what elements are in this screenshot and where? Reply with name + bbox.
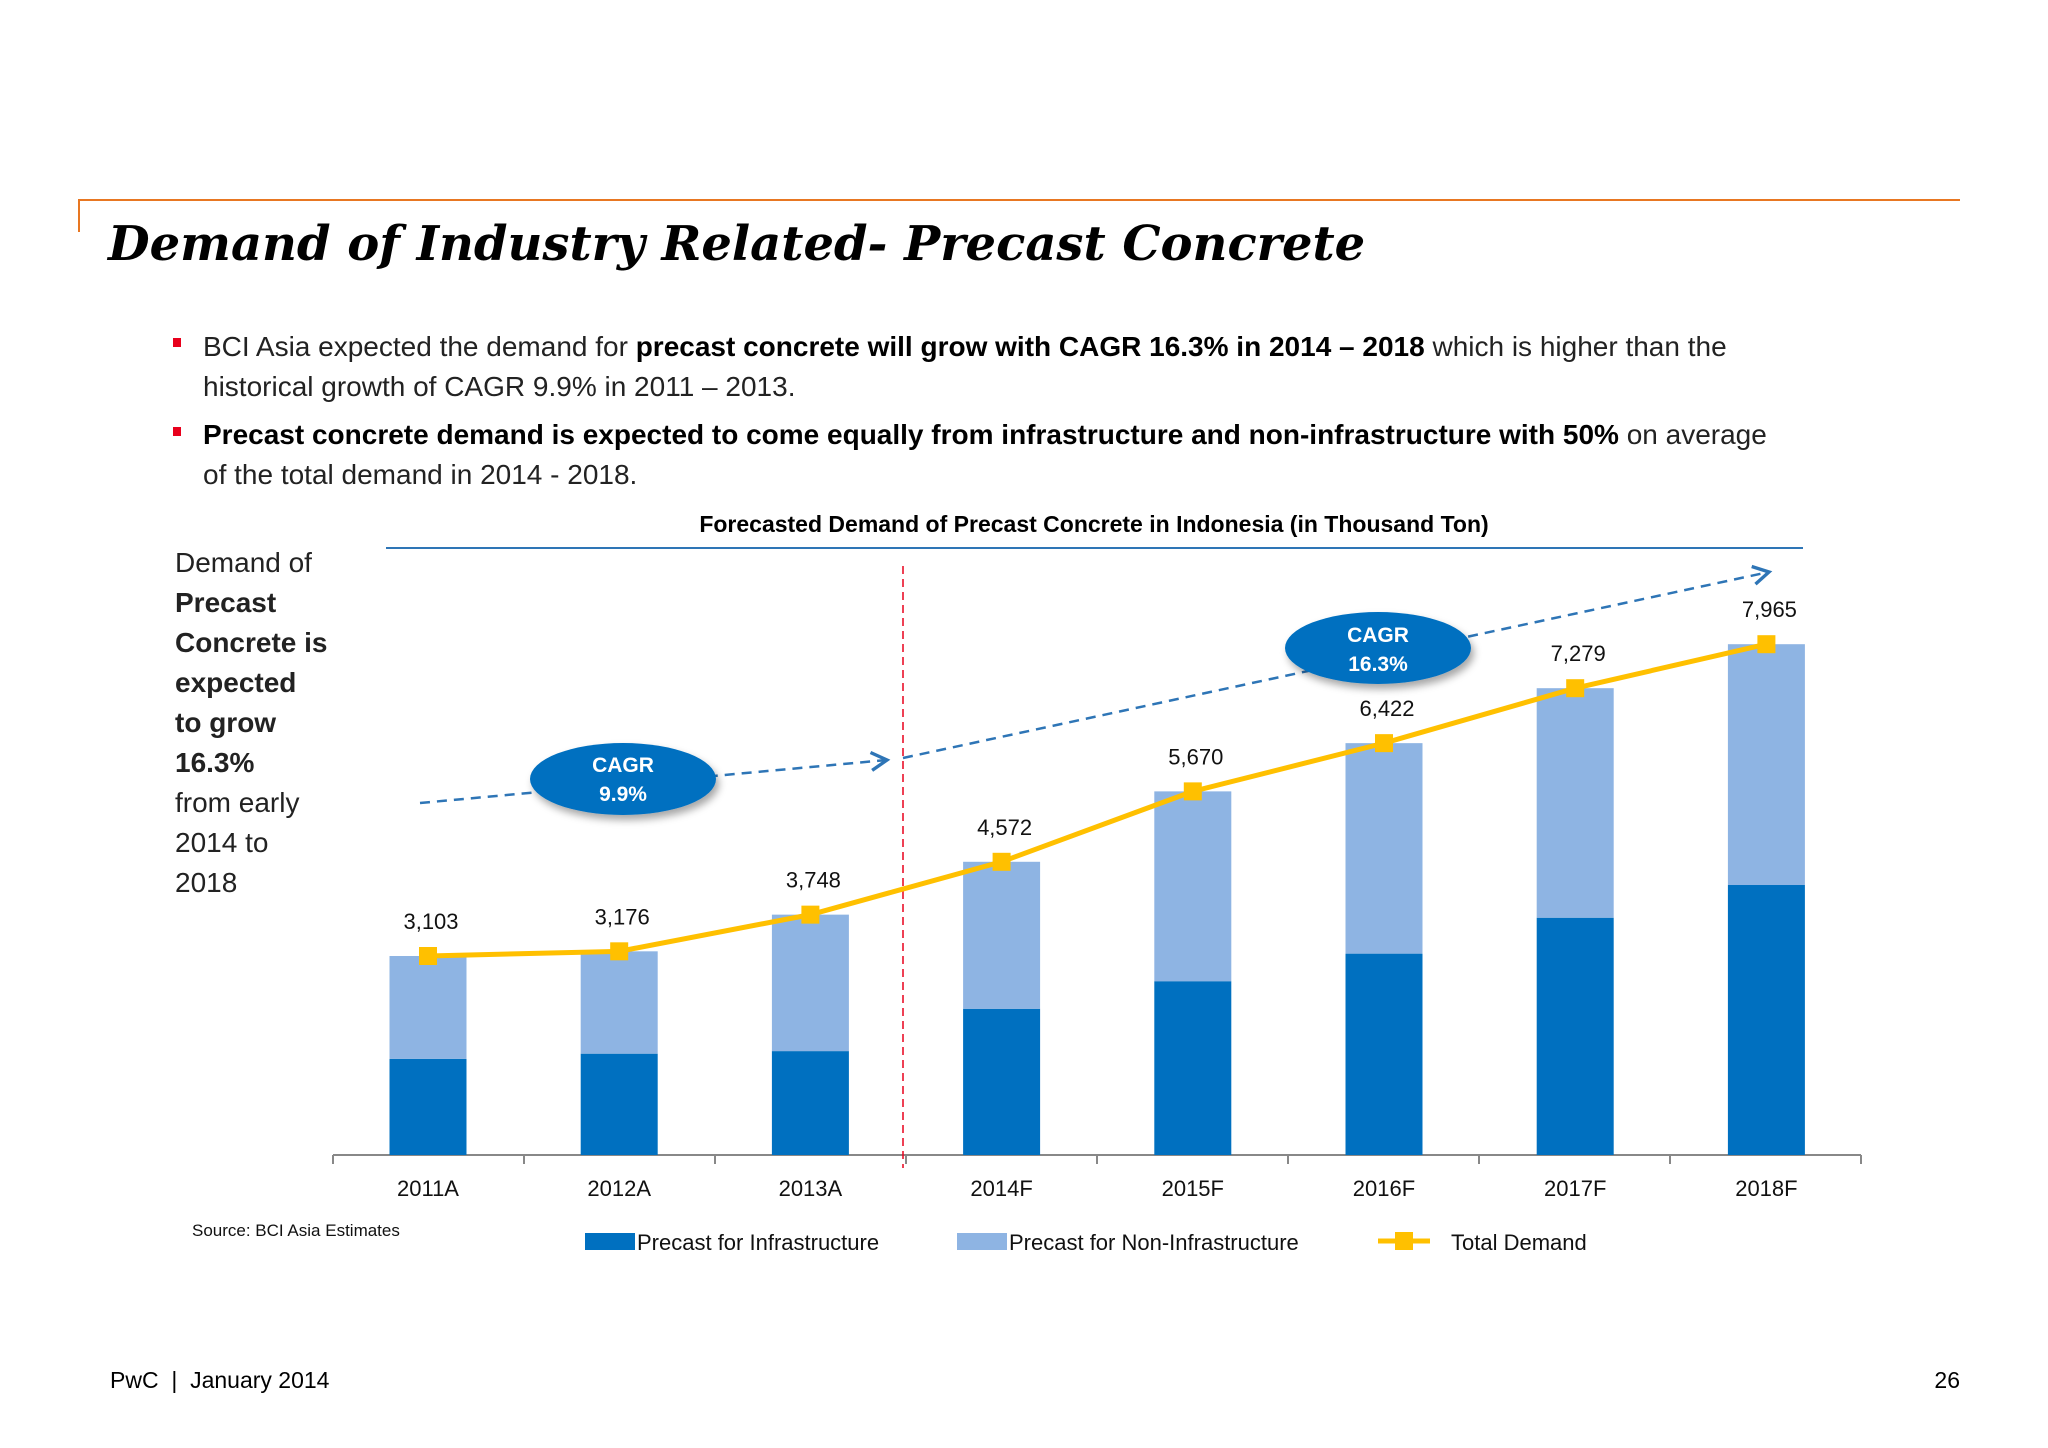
legend-swatch-non-infrastructure	[957, 1233, 1007, 1250]
bar-non-infrastructure	[580, 951, 658, 1054]
bar-non-infrastructure	[1154, 791, 1232, 982]
total-demand-point	[1375, 734, 1393, 753]
total-demand-point	[1183, 782, 1202, 801]
data-label: 3,176	[595, 904, 650, 929]
side-note-line: Demand of	[175, 547, 312, 578]
side-note-line: expected	[175, 667, 296, 698]
total-demand-line: 3,103 3,176 3,748 4,572 5,670 6,422 7,279 7,965	[403, 597, 1797, 965]
side-note-line: 16.3%	[175, 747, 254, 778]
total-demand-polyline	[427, 641, 1767, 959]
side-note-line: to grow	[175, 707, 276, 738]
legend-label-total: Total Demand	[1451, 1230, 1587, 1255]
data-label: 3,103	[403, 909, 458, 934]
side-note-line: Precast	[175, 587, 276, 618]
svg-text:9.9%: 9.9%	[599, 783, 647, 806]
bullet-2-line-1: Precast concrete demand is expected to c…	[203, 419, 1767, 450]
bar-non-infrastructure	[389, 956, 467, 1059]
total-demand-point	[1566, 679, 1585, 698]
bullet-1-line-1: BCI Asia expected the demand for precast…	[203, 331, 1727, 362]
header-rule	[78, 199, 1960, 232]
bullet-2-line-2: of the total demand in 2014 - 2018.	[203, 459, 637, 490]
total-demand-point	[419, 947, 437, 965]
bars: 2011A 2012A 2013A 2014F 2015F 2016F 2017F 2018F	[332, 644, 1862, 1201]
legend-label-infrastructure: Precast for Infrastructure	[637, 1230, 879, 1255]
bar-infrastructure	[389, 1058, 467, 1155]
bar-non-infrastructure	[1536, 688, 1614, 918]
side-note-line: 2018	[175, 867, 237, 898]
bullet-marker	[173, 338, 181, 347]
bar-infrastructure	[1536, 917, 1614, 1155]
data-label: 7,965	[1742, 597, 1797, 622]
bar-infrastructure	[580, 1053, 658, 1155]
side-note-line: Concrete is	[175, 627, 328, 658]
bar-non-infrastructure	[771, 914, 849, 1052]
bar-infrastructure	[1154, 981, 1232, 1155]
bar-infrastructure	[1345, 953, 1423, 1155]
total-demand-point	[801, 905, 820, 924]
side-note-line: from early	[175, 787, 299, 818]
legend-swatch-infrastructure	[585, 1233, 635, 1250]
legend-marker-total	[1395, 1232, 1413, 1250]
total-demand-point	[610, 942, 629, 961]
x-tick-label: 2013A	[779, 1176, 843, 1201]
cagr-bubble-historical: CAGR 9.9%	[530, 743, 716, 815]
data-label: 4,572	[977, 815, 1032, 840]
x-tick-label: 2012A	[587, 1176, 651, 1201]
data-label: 3,748	[786, 868, 841, 893]
footer-left: PwC | January 2014	[110, 1367, 330, 1393]
bar-non-infrastructure	[963, 861, 1041, 1009]
bullet-1-line-2: historical growth of CAGR 9.9% in 2011 –…	[203, 371, 795, 402]
svg-text:16.3%: 16.3%	[1348, 653, 1408, 676]
bar-non-infrastructure	[1345, 743, 1423, 954]
svg-text:CAGR: CAGR	[592, 754, 654, 777]
data-label: 6,422	[1359, 696, 1414, 721]
side-note-line: 2014 to	[175, 827, 268, 858]
page-number: 26	[1934, 1367, 1960, 1393]
x-tick-label: 2014F	[970, 1176, 1032, 1201]
svg-text:CAGR: CAGR	[1347, 624, 1409, 647]
legend-label-non-infrastructure: Precast for Non-Infrastructure	[1009, 1230, 1299, 1255]
bar-non-infrastructure	[1727, 644, 1805, 886]
source-note: Source: BCI Asia Estimates	[192, 1221, 400, 1240]
x-tick-label: 2015F	[1162, 1176, 1224, 1201]
x-tick-label: 2017F	[1544, 1176, 1606, 1201]
bar-infrastructure	[1727, 885, 1805, 1155]
x-tick-label: 2011A	[397, 1176, 459, 1201]
x-tick-label: 2018F	[1735, 1176, 1797, 1201]
total-demand-point	[1757, 635, 1776, 654]
bullet-marker	[173, 427, 181, 436]
total-demand-point	[992, 852, 1011, 871]
x-tick-label: 2016F	[1353, 1176, 1415, 1201]
chart-title: Forecasted Demand of Precast Concrete in…	[699, 511, 1488, 537]
bar-infrastructure	[771, 1051, 849, 1155]
data-label: 5,670	[1168, 744, 1223, 769]
bar-infrastructure	[963, 1008, 1041, 1155]
side-note: Demand of Precast Concrete is expected to gr…	[175, 547, 328, 898]
legend: Precast for Infrastructure Precast for N…	[585, 1230, 1587, 1255]
data-label: 7,279	[1551, 641, 1606, 666]
page-title: Demand of Industry Related- Precast Conc…	[106, 216, 1365, 272]
cagr-bubble-forecast: CAGR 16.3%	[1285, 612, 1471, 684]
